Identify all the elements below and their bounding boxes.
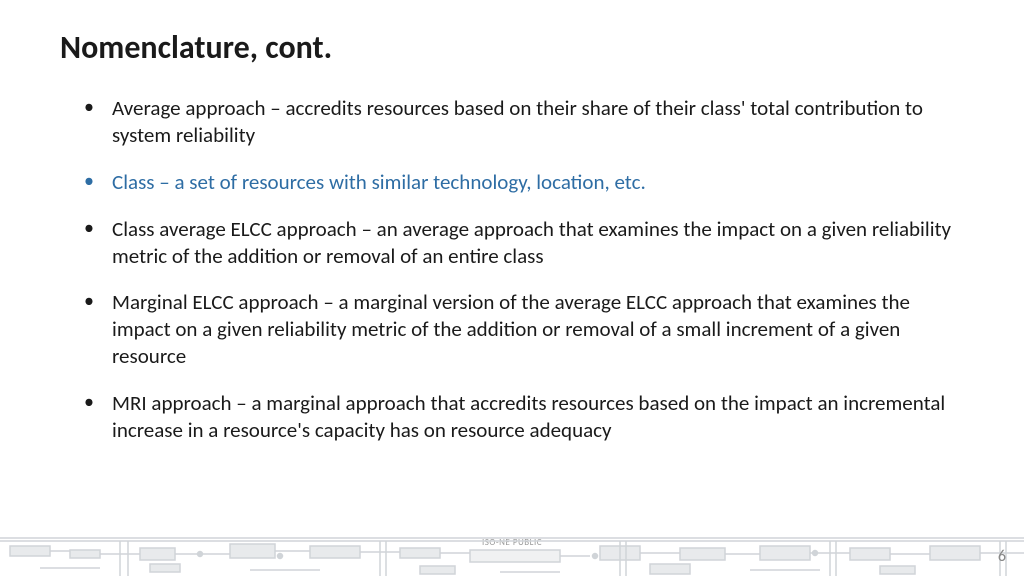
bullet-item: Average approach – accredits resources b…	[84, 95, 964, 149]
bullet-item: Class average ELCC approach – an average…	[84, 216, 964, 270]
slide-container: Nomenclature, cont. Average approach – a…	[0, 0, 1024, 576]
bullet-item: MRI approach – a marginal approach that …	[84, 390, 964, 444]
bullet-list: Average approach – accredits resources b…	[60, 95, 964, 444]
bullet-item: Marginal ELCC approach – a marginal vers…	[84, 289, 964, 370]
circuit-decoration	[0, 528, 1024, 576]
bullet-item: Class – a set of resources with similar …	[84, 169, 964, 196]
page-number: 6	[998, 547, 1006, 566]
slide-title: Nomenclature, cont.	[60, 28, 964, 67]
